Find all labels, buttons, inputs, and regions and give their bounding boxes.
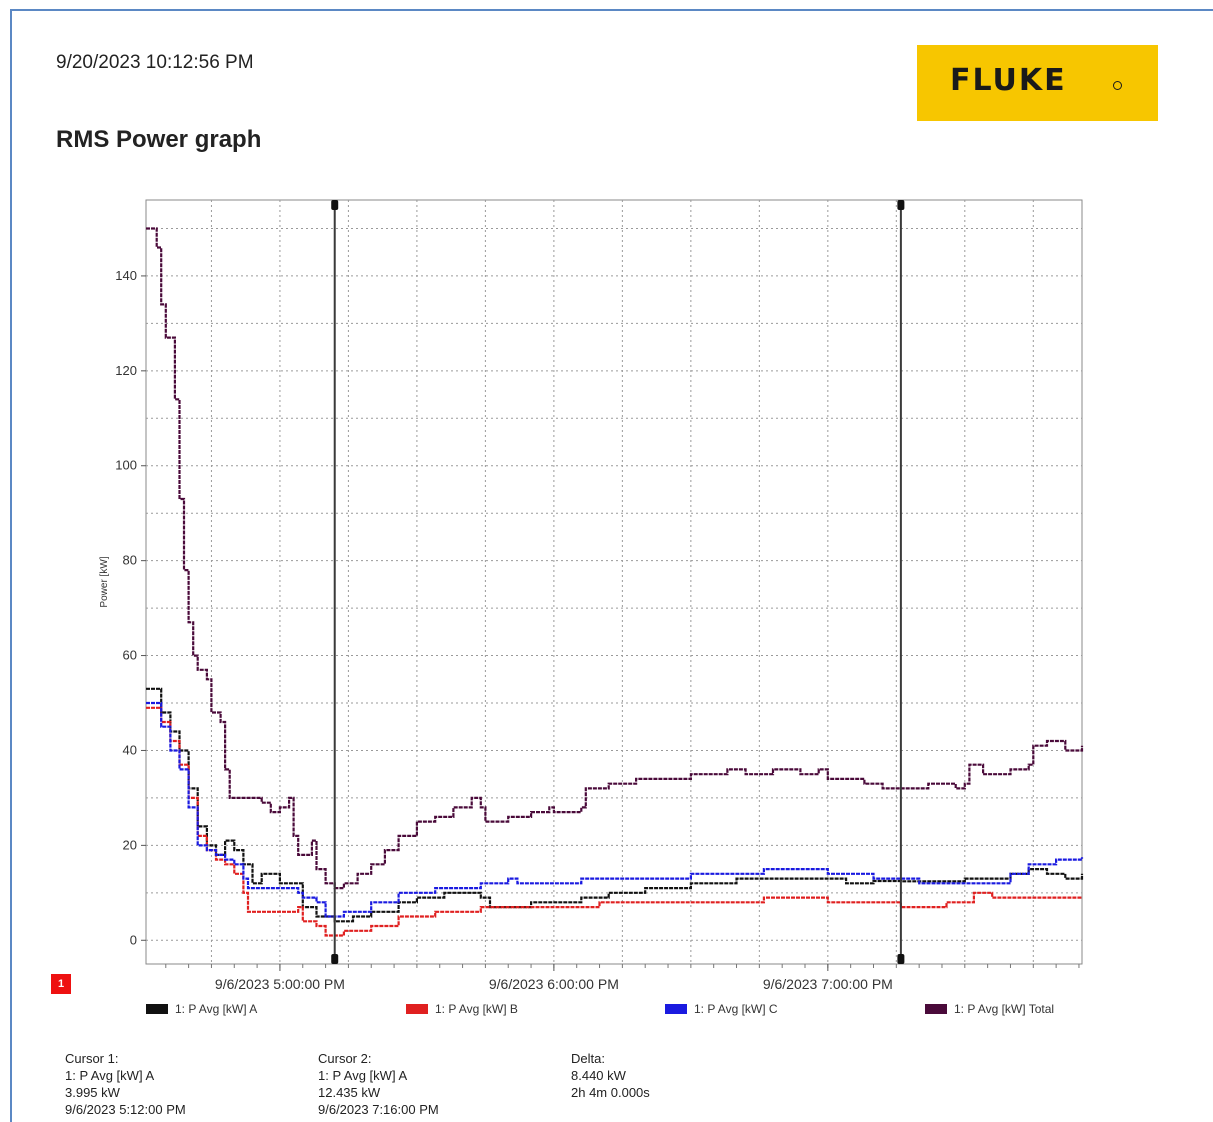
series-line-c: [146, 701, 1084, 918]
y-tick-label: 80: [123, 553, 137, 568]
legend-label-total: 1: P Avg [kW] Total: [954, 1002, 1055, 1016]
legend-swatch-c: [665, 1004, 687, 1014]
x-tick-label: 9/6/2023 7:00:00 PM: [763, 976, 893, 992]
cursor-1-time: 9/6/2023 5:12:00 PM: [65, 1102, 186, 1117]
legend-label-c: 1: P Avg [kW] C: [694, 1002, 778, 1016]
cursor-1-channel: 1: P Avg [kW] A: [65, 1068, 155, 1083]
cursor-2-title: Cursor 2:: [318, 1051, 372, 1066]
logo-text: FLUKE: [950, 63, 1067, 98]
legend-label-a: 1: P Avg [kW] A: [175, 1002, 258, 1016]
cursor-2-value: 12.435 kW: [318, 1085, 381, 1100]
delta-duration: 2h 4m 0.000s: [571, 1085, 650, 1100]
cursor-1-title: Cursor 1:: [65, 1051, 119, 1066]
delta-value: 8.440 kW: [571, 1068, 626, 1083]
channel-badge: 1: [51, 974, 71, 994]
legend-swatch-a: [146, 1004, 168, 1014]
legend-label-b: 1: P Avg [kW] B: [435, 1002, 518, 1016]
delta-info: Delta: 8.440 kW 2h 4m 0.000s: [571, 1050, 650, 1101]
fluke-logo: FLUKE: [917, 45, 1158, 121]
page-title: RMS Power graph: [56, 126, 262, 153]
cursor-2-info: Cursor 2: 1: P Avg [kW] A 12.435 kW 9/6/…: [318, 1050, 439, 1118]
y-tick-label: 60: [123, 648, 137, 663]
cursor-handle-bottom-1: [331, 954, 339, 964]
cursor-1-info: Cursor 1: 1: P Avg [kW] A 3.995 kW 9/6/2…: [65, 1050, 186, 1118]
cursor-2-channel: 1: P Avg [kW] A: [318, 1068, 408, 1083]
y-tick-label: 0: [130, 932, 137, 947]
y-tick-label: 100: [115, 458, 137, 473]
x-tick-label: 9/6/2023 6:00:00 PM: [489, 976, 619, 992]
report-frame: [10, 9, 1213, 1122]
y-tick-label: 20: [123, 837, 137, 852]
report-timestamp: 9/20/2023 10:12:56 PM: [56, 52, 254, 73]
plot-area: [145, 199, 1083, 965]
x-tick-label: 9/6/2023 5:00:00 PM: [215, 976, 345, 992]
y-axis-label: Power [kW]: [99, 556, 110, 607]
cursor-1-value: 3.995 kW: [65, 1085, 120, 1100]
legend-swatch-b: [406, 1004, 428, 1014]
y-tick-label: 140: [115, 268, 137, 283]
cursor-handle-top-1: [331, 200, 339, 210]
cursor-2-time: 9/6/2023 7:16:00 PM: [318, 1102, 439, 1117]
cursor-handle-bottom-2: [897, 954, 905, 964]
y-tick-label: 40: [123, 742, 137, 757]
legend-swatch-total: [925, 1004, 947, 1014]
y-tick-label: 120: [115, 363, 137, 378]
series-line-a: [146, 687, 1084, 923]
delta-title: Delta:: [571, 1051, 605, 1066]
cursor-handle-top-2: [897, 200, 905, 210]
rms-power-chart: 0 20 40 60 80 100 120 140 Power [kW] 9/6/2023 5:0…: [99, 199, 1084, 992]
registered-mark-icon: [1113, 81, 1122, 90]
